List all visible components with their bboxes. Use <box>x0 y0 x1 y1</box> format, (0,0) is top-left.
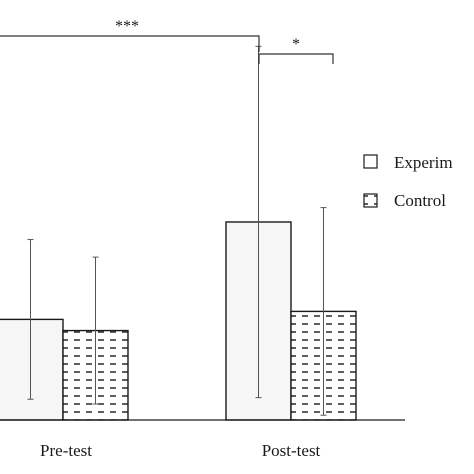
legend-item-experimental: Experim <box>363 153 453 172</box>
significance-label-short: * <box>292 36 300 53</box>
x-tick-label-pre-test: Pre-test <box>40 441 92 460</box>
significance-label-long: *** <box>115 18 139 35</box>
significance-bracket-short: * <box>258 36 334 64</box>
legend-label-control: Control <box>394 191 446 210</box>
error-bars-layer <box>27 45 327 416</box>
legend-label-experimental: Experim <box>394 153 453 172</box>
significance-bracket-long: *** <box>0 18 260 52</box>
legend: Experim Control <box>363 153 453 210</box>
error-bar-control-pre-test <box>92 256 99 405</box>
x-tick-label-post-test: Post-test <box>262 441 321 460</box>
bars-layer <box>0 221 357 421</box>
legend-swatch-control <box>363 193 378 208</box>
legend-swatch-experimental <box>363 154 378 169</box>
error-bar-control-post-test <box>320 207 327 416</box>
legend-item-control: Control <box>363 191 446 210</box>
bar-experimental-pre-test <box>0 318 64 421</box>
error-bar-experimental-pre-test <box>27 239 34 400</box>
